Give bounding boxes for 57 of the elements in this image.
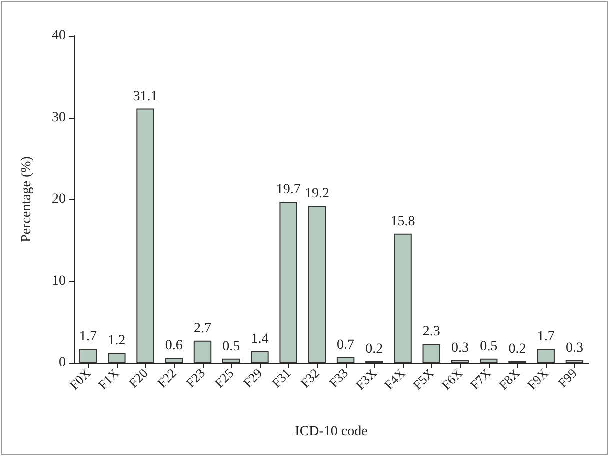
bar bbox=[308, 206, 326, 363]
data-label: 1.4 bbox=[251, 332, 269, 348]
x-tick-label: F8X bbox=[496, 365, 524, 393]
data-label: 1.7 bbox=[80, 330, 98, 345]
bar bbox=[336, 357, 355, 363]
bar bbox=[280, 202, 298, 363]
y-tick-label: 10 bbox=[52, 274, 66, 289]
data-label: 1.2 bbox=[108, 334, 126, 349]
data-label: 0.5 bbox=[222, 339, 240, 354]
x-tick-label: F5X bbox=[410, 365, 438, 393]
y-tick-label: 30 bbox=[52, 110, 66, 126]
bar bbox=[165, 358, 184, 363]
x-tick-label: F3X bbox=[352, 365, 380, 393]
data-label: 15.8 bbox=[390, 214, 416, 230]
bar bbox=[108, 353, 126, 363]
x-tick-label: F33 bbox=[326, 366, 352, 391]
x-tick-label: F22 bbox=[154, 366, 180, 391]
x-tick-label: F7X bbox=[467, 365, 495, 393]
x-axis-title: ICD-10 code bbox=[295, 424, 368, 440]
data-label: 2.7 bbox=[194, 321, 212, 336]
y-tick-label: 20 bbox=[52, 192, 66, 207]
x-tick-label: F23 bbox=[183, 366, 208, 391]
data-label: 2.3 bbox=[422, 324, 440, 340]
data-label: 0.3 bbox=[452, 341, 469, 356]
bar bbox=[79, 349, 98, 363]
bar bbox=[194, 340, 212, 363]
y-tick-label: 0 bbox=[59, 356, 66, 370]
bar bbox=[251, 352, 269, 363]
bar bbox=[394, 234, 412, 363]
x-tick-label: F0X bbox=[66, 365, 94, 393]
x-tick-label: F6X bbox=[438, 365, 466, 393]
x-tick-label: F9X bbox=[524, 365, 552, 393]
y-axis-title: Percentage (%) bbox=[20, 156, 34, 242]
x-tick-label: F99 bbox=[555, 366, 580, 391]
x-tick-label: F20 bbox=[126, 366, 151, 391]
x-tick-label: F4X bbox=[381, 365, 409, 393]
data-label: 0.6 bbox=[165, 338, 183, 354]
bar bbox=[136, 108, 154, 363]
data-label: 1.7 bbox=[537, 330, 555, 345]
x-tick-label: F31 bbox=[268, 366, 294, 391]
data-label: 0.7 bbox=[337, 338, 355, 353]
bar bbox=[480, 358, 498, 363]
x-tick-label: F1X bbox=[95, 365, 123, 393]
data-label: 0.5 bbox=[480, 339, 498, 354]
data-label: 0.2 bbox=[366, 342, 384, 357]
x-tick-label: F32 bbox=[298, 366, 322, 391]
bar bbox=[537, 349, 555, 363]
data-label: 0.2 bbox=[508, 342, 526, 357]
bar bbox=[222, 358, 240, 363]
y-tick-label: 40 bbox=[52, 28, 66, 44]
data-label: 19.2 bbox=[304, 186, 330, 202]
bar bbox=[422, 344, 441, 363]
x-tick-label: F29 bbox=[240, 366, 266, 391]
data-label: 0.3 bbox=[566, 341, 584, 356]
data-label: 19.7 bbox=[276, 182, 301, 198]
x-tick-label: F25 bbox=[212, 366, 237, 391]
data-label: 31.1 bbox=[133, 89, 158, 104]
